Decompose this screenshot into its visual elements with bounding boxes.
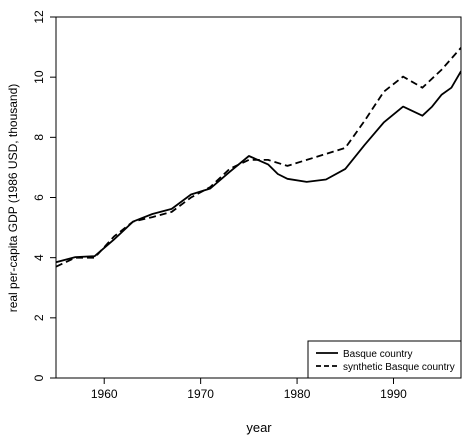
legend: Basque country synthetic Basque country [307,340,462,379]
legend-box [307,340,462,379]
y-tick-label: 2 [32,314,46,321]
y-tick-label: 6 [32,194,46,201]
series-line-synthetic-basque [56,47,461,268]
y-axis-label: real per-capita GDP (1986 USD, thousand) [6,84,20,313]
plot-frame [55,16,462,379]
series-line-basque [56,70,461,264]
y-tick-label: 12 [32,10,46,24]
y-tick-label: 4 [32,254,46,261]
x-tick-label: 1990 [380,387,407,401]
y-tick-label: 10 [32,70,46,84]
plot-layer [56,47,461,268]
x-tick-label: 1960 [91,387,118,401]
axis-layer: 1960 1970 1980 1990 0 2 4 6 8 10 12 [32,10,462,401]
y-tick-label: 0 [32,374,46,381]
x-tick-label: 1980 [284,387,311,401]
x-tick-label: 1970 [187,387,214,401]
x-axis-label: year [246,420,272,435]
legend-label: synthetic Basque country [343,362,455,373]
legend-label: Basque country [343,349,413,360]
y-tick-label: 8 [32,134,46,141]
